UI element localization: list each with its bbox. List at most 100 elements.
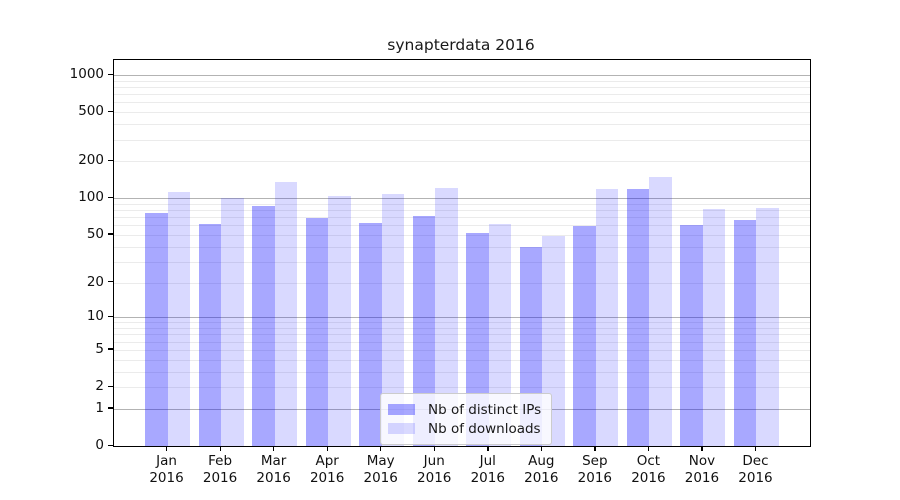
minor-gridline [114, 328, 810, 329]
minor-gridline [114, 387, 810, 388]
x-tick-label-feb: Feb 2016 [188, 453, 252, 486]
x-tick-label-apr: Apr 2016 [295, 453, 359, 486]
x-tick-mark [326, 446, 328, 452]
bar-distinct-ips-nov [680, 225, 703, 446]
bar-distinct-ips-jan [145, 213, 168, 446]
x-tick-label-dec: Dec 2016 [723, 453, 787, 486]
minor-gridline [114, 322, 810, 324]
legend: Nb of distinct IPs Nb of downloads [380, 393, 553, 445]
minor-gridline [114, 210, 810, 212]
y-tick-mark [108, 73, 113, 75]
x-tick-mark [647, 446, 650, 452]
minor-gridline [114, 359, 810, 361]
y-tick-label-1: 1 [95, 399, 104, 416]
chart-title: synapterdata 2016 [387, 36, 535, 54]
y-tick-mark [108, 348, 113, 350]
x-tick-year: 2016 [577, 469, 613, 486]
x-tick-label-oct: Oct 2016 [616, 453, 680, 486]
y-tick-label-10: 10 [86, 308, 104, 325]
minor-gridline [114, 161, 810, 163]
minor-gridline [114, 341, 810, 343]
minor-gridline [114, 334, 810, 336]
bar-downloads-may [381, 194, 405, 446]
plot-area: Nb of distinct IPs Nb of downloads [113, 59, 811, 447]
bar-downloads-apr [328, 195, 351, 446]
x-tick-mark [540, 446, 543, 452]
x-tick-mark [433, 446, 436, 452]
x-tick-label-mar: Mar 2016 [242, 453, 306, 486]
legend-swatch-distinct-ips [388, 404, 415, 415]
x-tick-year: 2016 [363, 469, 398, 486]
x-tick-year: 2016 [149, 469, 184, 486]
minor-gridline [114, 261, 810, 263]
legend-label-downloads: Nb of downloads [428, 420, 541, 437]
bar-distinct-ips-sep [573, 226, 596, 446]
y-tick-mark [108, 407, 113, 409]
minor-gridline [114, 102, 810, 104]
minor-gridline [114, 80, 810, 82]
y-tick-mark [108, 315, 113, 318]
legend-row-downloads: Nb of downloads [388, 419, 541, 438]
x-tick-year: 2016 [202, 469, 238, 486]
x-tick-mark [701, 446, 703, 452]
y-tick-label-1000: 1000 [69, 66, 104, 82]
minor-gridline [114, 371, 810, 373]
y-tick-label-200: 200 [78, 152, 104, 169]
x-tick-mark [380, 446, 382, 452]
major-gridline [114, 75, 810, 76]
x-tick-label-jun: Jun 2016 [402, 453, 466, 486]
bar-distinct-ips-may [359, 222, 382, 446]
legend-row-distinct-ips: Nb of distinct IPs [388, 400, 541, 419]
legend-label-distinct-ips: Nb of distinct IPs [428, 401, 542, 418]
y-tick-mark [108, 281, 113, 283]
x-tick-year: 2016 [417, 469, 452, 486]
minor-gridline [114, 225, 810, 227]
minor-gridline [114, 217, 810, 219]
bar-downloads-jan [167, 191, 191, 446]
y-tick-mark [108, 444, 113, 446]
minor-gridline [114, 349, 810, 351]
minor-gridline [114, 203, 810, 205]
y-tick-mark [108, 110, 113, 112]
x-tick-year: 2016 [309, 469, 345, 486]
bar-downloads-oct [649, 176, 672, 446]
bar-distinct-ips-apr [305, 217, 329, 446]
bar-downloads-dec [756, 208, 779, 446]
minor-gridline [114, 94, 810, 96]
y-tick-label-500: 500 [78, 103, 104, 120]
x-tick-mark [754, 446, 757, 452]
bar-distinct-ips-mar [252, 205, 275, 446]
y-tick-label-2: 2 [95, 378, 104, 394]
bar-downloads-sep [595, 189, 619, 446]
y-tick-mark [108, 233, 113, 235]
minor-gridline [114, 139, 810, 141]
y-tick-label-50: 50 [86, 225, 104, 242]
bar-downloads-mar [274, 182, 298, 446]
x-tick-mark [487, 446, 489, 452]
y-tick-mark [108, 385, 113, 387]
bar-distinct-ips-jun [412, 215, 436, 446]
bar-distinct-ips-oct [626, 189, 650, 446]
x-tick-mark [166, 446, 168, 452]
x-tick-year: 2016 [631, 469, 666, 486]
y-tick-mark [108, 159, 113, 161]
minor-gridline [114, 246, 810, 248]
bar-distinct-ips-feb [198, 223, 222, 446]
bar-downloads-feb [221, 198, 244, 446]
x-tick-label-sep: Sep 2016 [563, 453, 627, 486]
minor-gridline [114, 86, 810, 88]
legend-swatch-downloads [388, 423, 415, 434]
x-tick-mark [594, 446, 596, 452]
bar-distinct-ips-dec [733, 220, 757, 446]
minor-gridline [114, 124, 810, 126]
x-tick-label-aug: Aug 2016 [509, 453, 573, 486]
major-gridline [114, 317, 810, 319]
x-tick-year: 2016 [684, 469, 720, 486]
x-tick-label-jan: Jan 2016 [135, 453, 199, 486]
bar-downloads-jun [435, 188, 458, 446]
x-tick-mark [219, 446, 221, 452]
bar-downloads-jul [488, 224, 512, 446]
major-gridline [114, 198, 810, 200]
y-tick-label-100: 100 [78, 189, 104, 206]
x-tick-year: 2016 [738, 469, 773, 486]
